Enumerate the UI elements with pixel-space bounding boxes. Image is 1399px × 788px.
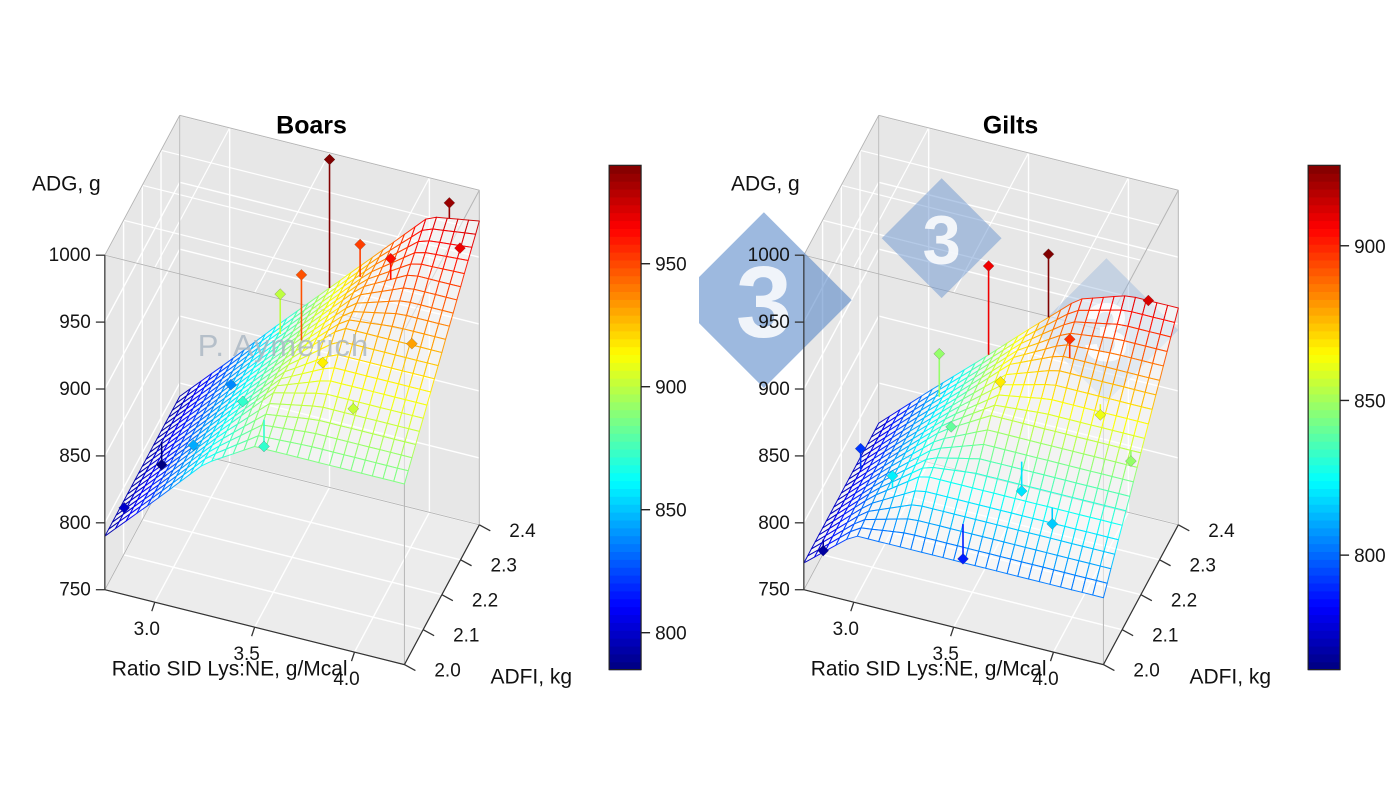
colorbar: 800 850 900 950 [608,164,687,671]
svg-text:2.4: 2.4 [1208,521,1234,542]
surface-mesh [803,295,1179,599]
data-point [1015,485,1028,497]
svg-text:950: 950 [59,312,91,333]
svg-text:3.0: 3.0 [833,619,859,640]
data-point [1094,409,1107,421]
data-point [258,440,270,453]
svg-text:2.2: 2.2 [1171,591,1197,612]
watermark-text: P. Aymerich [198,328,370,363]
watermark-3: 3 [922,201,960,278]
surface-plot-gilts: 333 75080085090095010003.03.54.02.02.12.… [699,111,1386,690]
x-axis-label: Ratio SID Lys:NE, g/Mcal [811,658,1047,681]
axes: 750 800 850 900 950 1000 3.0 3.5 4.0 2.0 2.1 2.2 2.3… [49,245,536,690]
data-point [1125,455,1137,467]
svg-text:3.0: 3.0 [134,619,160,640]
svg-text:1000: 1000 [748,245,790,266]
data-point [933,347,946,360]
watermark-diamond [881,178,1002,299]
chart-panel-gilts: 333 75080085090095010003.03.54.02.02.12.… [699,0,1398,788]
data-point [454,242,466,254]
data-point [406,337,418,350]
data-point [1042,248,1055,261]
z-axis-label: ADG, g [32,172,101,195]
data-points [118,153,466,514]
colorbar: 800 850 900 [1307,164,1386,671]
data-point [225,378,237,391]
y-axis-label: ADFI, kg [1189,666,1271,689]
svg-text:850: 850 [758,446,790,467]
data-point [982,260,995,272]
svg-text:2.0: 2.0 [434,661,460,682]
svg-text:900: 900 [758,379,790,400]
svg-text:900: 900 [59,379,91,400]
chart-title: Boars [276,111,347,139]
data-point [854,442,867,455]
data-point [323,153,336,166]
chart-panel-boars: P. Aymerich 750 800 850 900 950 1000 3.0 3.5 4.0… [0,0,699,788]
svg-text:800: 800 [655,624,687,645]
data-point [945,421,957,433]
svg-text:800: 800 [59,513,91,534]
data-point [295,269,308,281]
data-point [316,356,329,369]
data-point [1046,518,1059,530]
svg-text:2.4: 2.4 [509,521,535,542]
data-point [1142,294,1155,307]
watermark-diamond [699,212,852,389]
data-point [384,252,397,265]
data-point [817,544,830,557]
data-points [817,248,1155,565]
data-point [354,238,366,251]
svg-text:900: 900 [655,378,687,399]
watermark-3: 3 [736,247,792,359]
svg-text:800: 800 [1354,546,1386,567]
svg-text:900: 900 [1354,237,1386,258]
svg-text:2.3: 2.3 [491,556,517,577]
svg-text:850: 850 [655,501,687,522]
svg-text:850: 850 [1354,391,1386,412]
svg-text:2.2: 2.2 [472,591,498,612]
y-axis-label: ADFI, kg [490,666,572,689]
data-point [957,552,969,565]
data-point [187,439,200,451]
svg-text:4.0: 4.0 [333,669,359,690]
axes: 750 800 850 900 950 1000 3.0 3.5 4.0 2.0 2.1 2.2 2.3… [748,245,1235,690]
surface-mesh [104,216,480,537]
svg-text:750: 750 [59,580,91,601]
svg-text:950: 950 [758,312,790,333]
z-axis-label: ADG, g [731,172,800,195]
data-point [118,501,131,514]
data-point [347,402,360,415]
svg-text:850: 850 [59,446,91,467]
surface-plot-boars: P. Aymerich 750 800 850 900 950 1000 3.0 3.5 4.0… [32,111,687,690]
data-point [1063,333,1076,346]
data-point [155,458,168,471]
svg-text:2.1: 2.1 [453,626,479,647]
data-point [886,470,899,482]
svg-text:2.0: 2.0 [1133,661,1159,682]
svg-text:950: 950 [655,255,687,276]
chart-title: Gilts [983,111,1038,139]
data-point [994,376,1007,388]
svg-text:750: 750 [758,580,790,601]
svg-text:800: 800 [758,513,790,534]
svg-text:3.5: 3.5 [932,644,958,665]
svg-text:2.3: 2.3 [1190,556,1216,577]
svg-text:1000: 1000 [49,245,91,266]
svg-text:4.0: 4.0 [1032,669,1058,690]
x-axis-label: Ratio SID Lys:NE, g/Mcal [112,658,348,681]
svg-text:2.1: 2.1 [1152,626,1178,647]
svg-text:3.5: 3.5 [233,644,259,665]
data-point [274,288,287,300]
data-point [236,395,249,408]
data-point [443,197,456,209]
